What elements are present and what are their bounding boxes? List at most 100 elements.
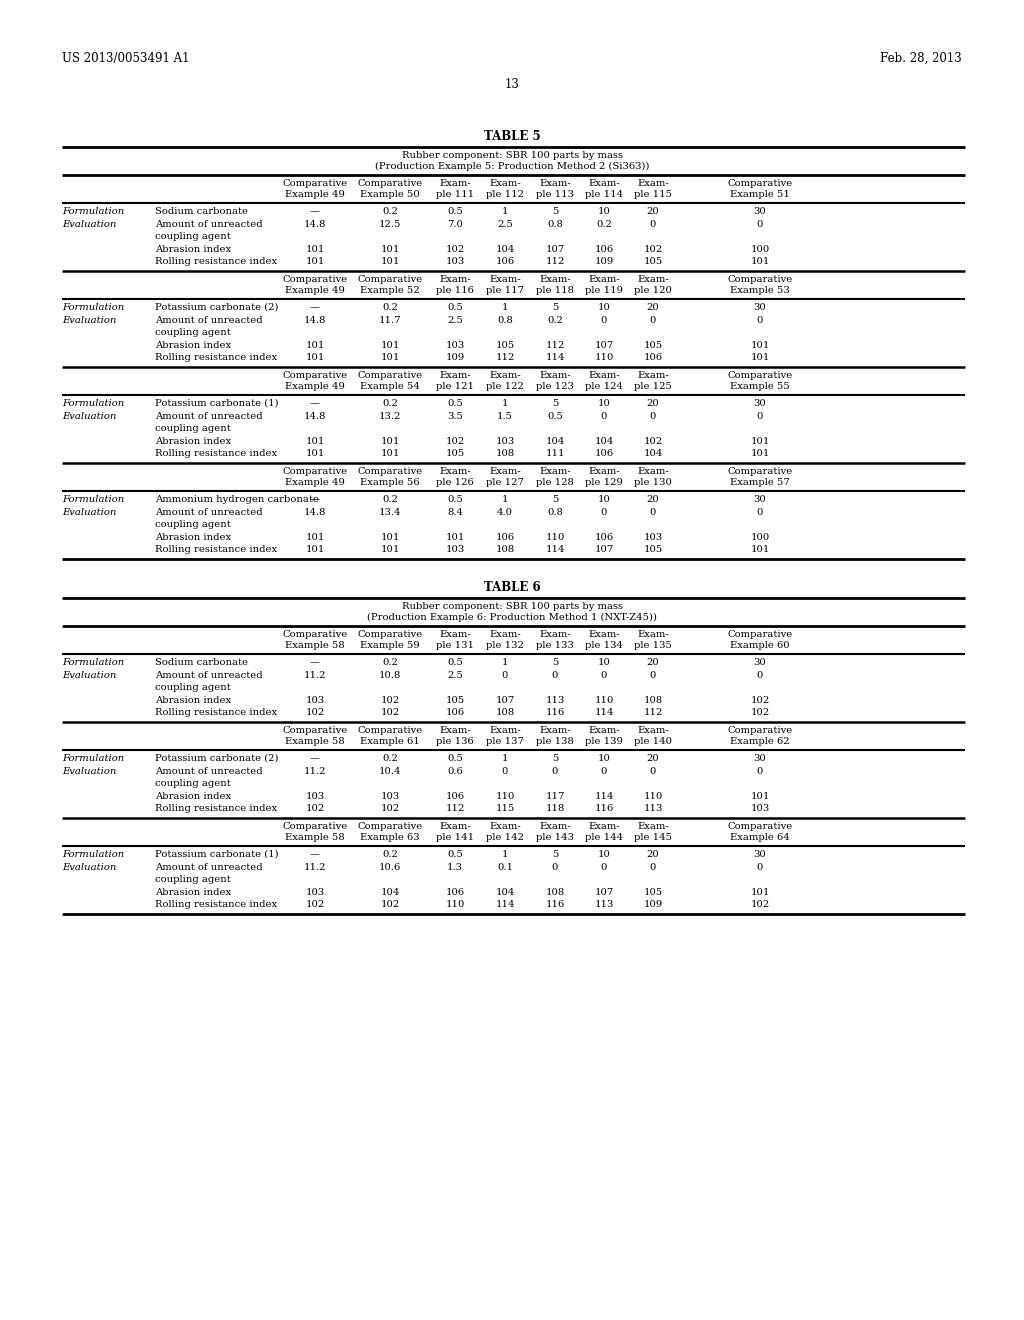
Text: Rolling resistance index: Rolling resistance index xyxy=(155,449,278,458)
Text: 0: 0 xyxy=(650,508,656,517)
Text: 30: 30 xyxy=(754,399,766,408)
Text: 105: 105 xyxy=(643,888,663,898)
Text: —: — xyxy=(310,399,319,408)
Text: ple 129: ple 129 xyxy=(585,478,623,487)
Text: 101: 101 xyxy=(751,437,770,446)
Text: Exam-: Exam- xyxy=(439,630,471,639)
Text: 30: 30 xyxy=(754,657,766,667)
Text: Example 62: Example 62 xyxy=(730,737,790,746)
Text: Exam-: Exam- xyxy=(439,822,471,832)
Text: 102: 102 xyxy=(305,804,325,813)
Text: Abrasion index: Abrasion index xyxy=(155,792,231,801)
Text: 101: 101 xyxy=(380,545,399,554)
Text: Exam-: Exam- xyxy=(539,726,570,735)
Text: Comparative: Comparative xyxy=(283,371,347,380)
Text: 10.6: 10.6 xyxy=(379,863,401,873)
Text: 104: 104 xyxy=(496,246,515,253)
Text: 10: 10 xyxy=(598,399,610,408)
Text: 116: 116 xyxy=(546,708,564,717)
Text: 108: 108 xyxy=(496,449,515,458)
Text: 107: 107 xyxy=(594,545,613,554)
Text: 116: 116 xyxy=(546,900,564,909)
Text: 101: 101 xyxy=(380,246,399,253)
Text: 0.2: 0.2 xyxy=(382,850,398,859)
Text: 0: 0 xyxy=(650,220,656,228)
Text: ple 127: ple 127 xyxy=(486,478,524,487)
Text: Exam-: Exam- xyxy=(439,275,471,284)
Text: Rubber component: SBR 100 parts by mass: Rubber component: SBR 100 parts by mass xyxy=(401,150,623,160)
Text: 101: 101 xyxy=(305,352,325,362)
Text: 104: 104 xyxy=(643,449,663,458)
Text: ple 143: ple 143 xyxy=(536,833,574,842)
Text: Exam-: Exam- xyxy=(489,630,521,639)
Text: Sodium carbonate: Sodium carbonate xyxy=(155,207,248,216)
Text: ple 119: ple 119 xyxy=(585,286,623,294)
Text: Exam-: Exam- xyxy=(637,630,669,639)
Text: 101: 101 xyxy=(751,257,770,267)
Text: 107: 107 xyxy=(496,696,515,705)
Text: Exam-: Exam- xyxy=(588,371,620,380)
Text: Example 55: Example 55 xyxy=(730,381,790,391)
Text: Potassium carbonate (2): Potassium carbonate (2) xyxy=(155,754,279,763)
Text: 0: 0 xyxy=(601,315,607,325)
Text: 0.5: 0.5 xyxy=(447,304,463,312)
Text: 0.5: 0.5 xyxy=(447,754,463,763)
Text: 102: 102 xyxy=(445,246,465,253)
Text: 30: 30 xyxy=(754,754,766,763)
Text: 113: 113 xyxy=(594,900,613,909)
Text: 11.2: 11.2 xyxy=(304,863,327,873)
Text: 102: 102 xyxy=(380,708,399,717)
Text: 1: 1 xyxy=(502,850,508,859)
Text: 111: 111 xyxy=(545,449,565,458)
Text: 0: 0 xyxy=(601,863,607,873)
Text: 20: 20 xyxy=(646,399,659,408)
Text: 109: 109 xyxy=(594,257,613,267)
Text: 0: 0 xyxy=(650,315,656,325)
Text: 113: 113 xyxy=(643,804,663,813)
Text: Comparative: Comparative xyxy=(283,467,347,477)
Text: 0: 0 xyxy=(601,412,607,421)
Text: 0: 0 xyxy=(757,863,763,873)
Text: 5: 5 xyxy=(552,850,558,859)
Text: 101: 101 xyxy=(751,888,770,898)
Text: Exam-: Exam- xyxy=(637,467,669,477)
Text: 13: 13 xyxy=(505,78,519,91)
Text: Example 49: Example 49 xyxy=(285,478,345,487)
Text: ple 122: ple 122 xyxy=(486,381,524,391)
Text: Exam-: Exam- xyxy=(539,822,570,832)
Text: Formulation: Formulation xyxy=(62,495,124,504)
Text: 0.2: 0.2 xyxy=(382,754,398,763)
Text: 102: 102 xyxy=(305,708,325,717)
Text: 101: 101 xyxy=(305,545,325,554)
Text: 107: 107 xyxy=(594,888,613,898)
Text: (Production Example 6: Production Method 1 (NXT-Z45)): (Production Example 6: Production Method… xyxy=(367,612,657,622)
Text: 110: 110 xyxy=(445,900,465,909)
Text: 10: 10 xyxy=(598,657,610,667)
Text: coupling agent: coupling agent xyxy=(155,424,230,433)
Text: 10: 10 xyxy=(598,850,610,859)
Text: 106: 106 xyxy=(496,533,515,543)
Text: 14.8: 14.8 xyxy=(304,412,327,421)
Text: 3.5: 3.5 xyxy=(447,412,463,421)
Text: Example 51: Example 51 xyxy=(730,190,790,199)
Text: 113: 113 xyxy=(546,696,564,705)
Text: ple 128: ple 128 xyxy=(536,478,573,487)
Text: 108: 108 xyxy=(496,708,515,717)
Text: 10: 10 xyxy=(598,304,610,312)
Text: Exam-: Exam- xyxy=(539,371,570,380)
Text: 1: 1 xyxy=(502,754,508,763)
Text: 116: 116 xyxy=(594,804,613,813)
Text: ple 114: ple 114 xyxy=(585,190,623,199)
Text: 112: 112 xyxy=(546,341,564,350)
Text: 2.5: 2.5 xyxy=(497,220,513,228)
Text: Exam-: Exam- xyxy=(439,180,471,187)
Text: Comparative: Comparative xyxy=(727,726,793,735)
Text: Exam-: Exam- xyxy=(439,467,471,477)
Text: 0.5: 0.5 xyxy=(547,412,563,421)
Text: 5: 5 xyxy=(552,657,558,667)
Text: Example 63: Example 63 xyxy=(360,833,420,842)
Text: 20: 20 xyxy=(646,754,659,763)
Text: 101: 101 xyxy=(751,449,770,458)
Text: ple 145: ple 145 xyxy=(634,833,672,842)
Text: 8.4: 8.4 xyxy=(447,508,463,517)
